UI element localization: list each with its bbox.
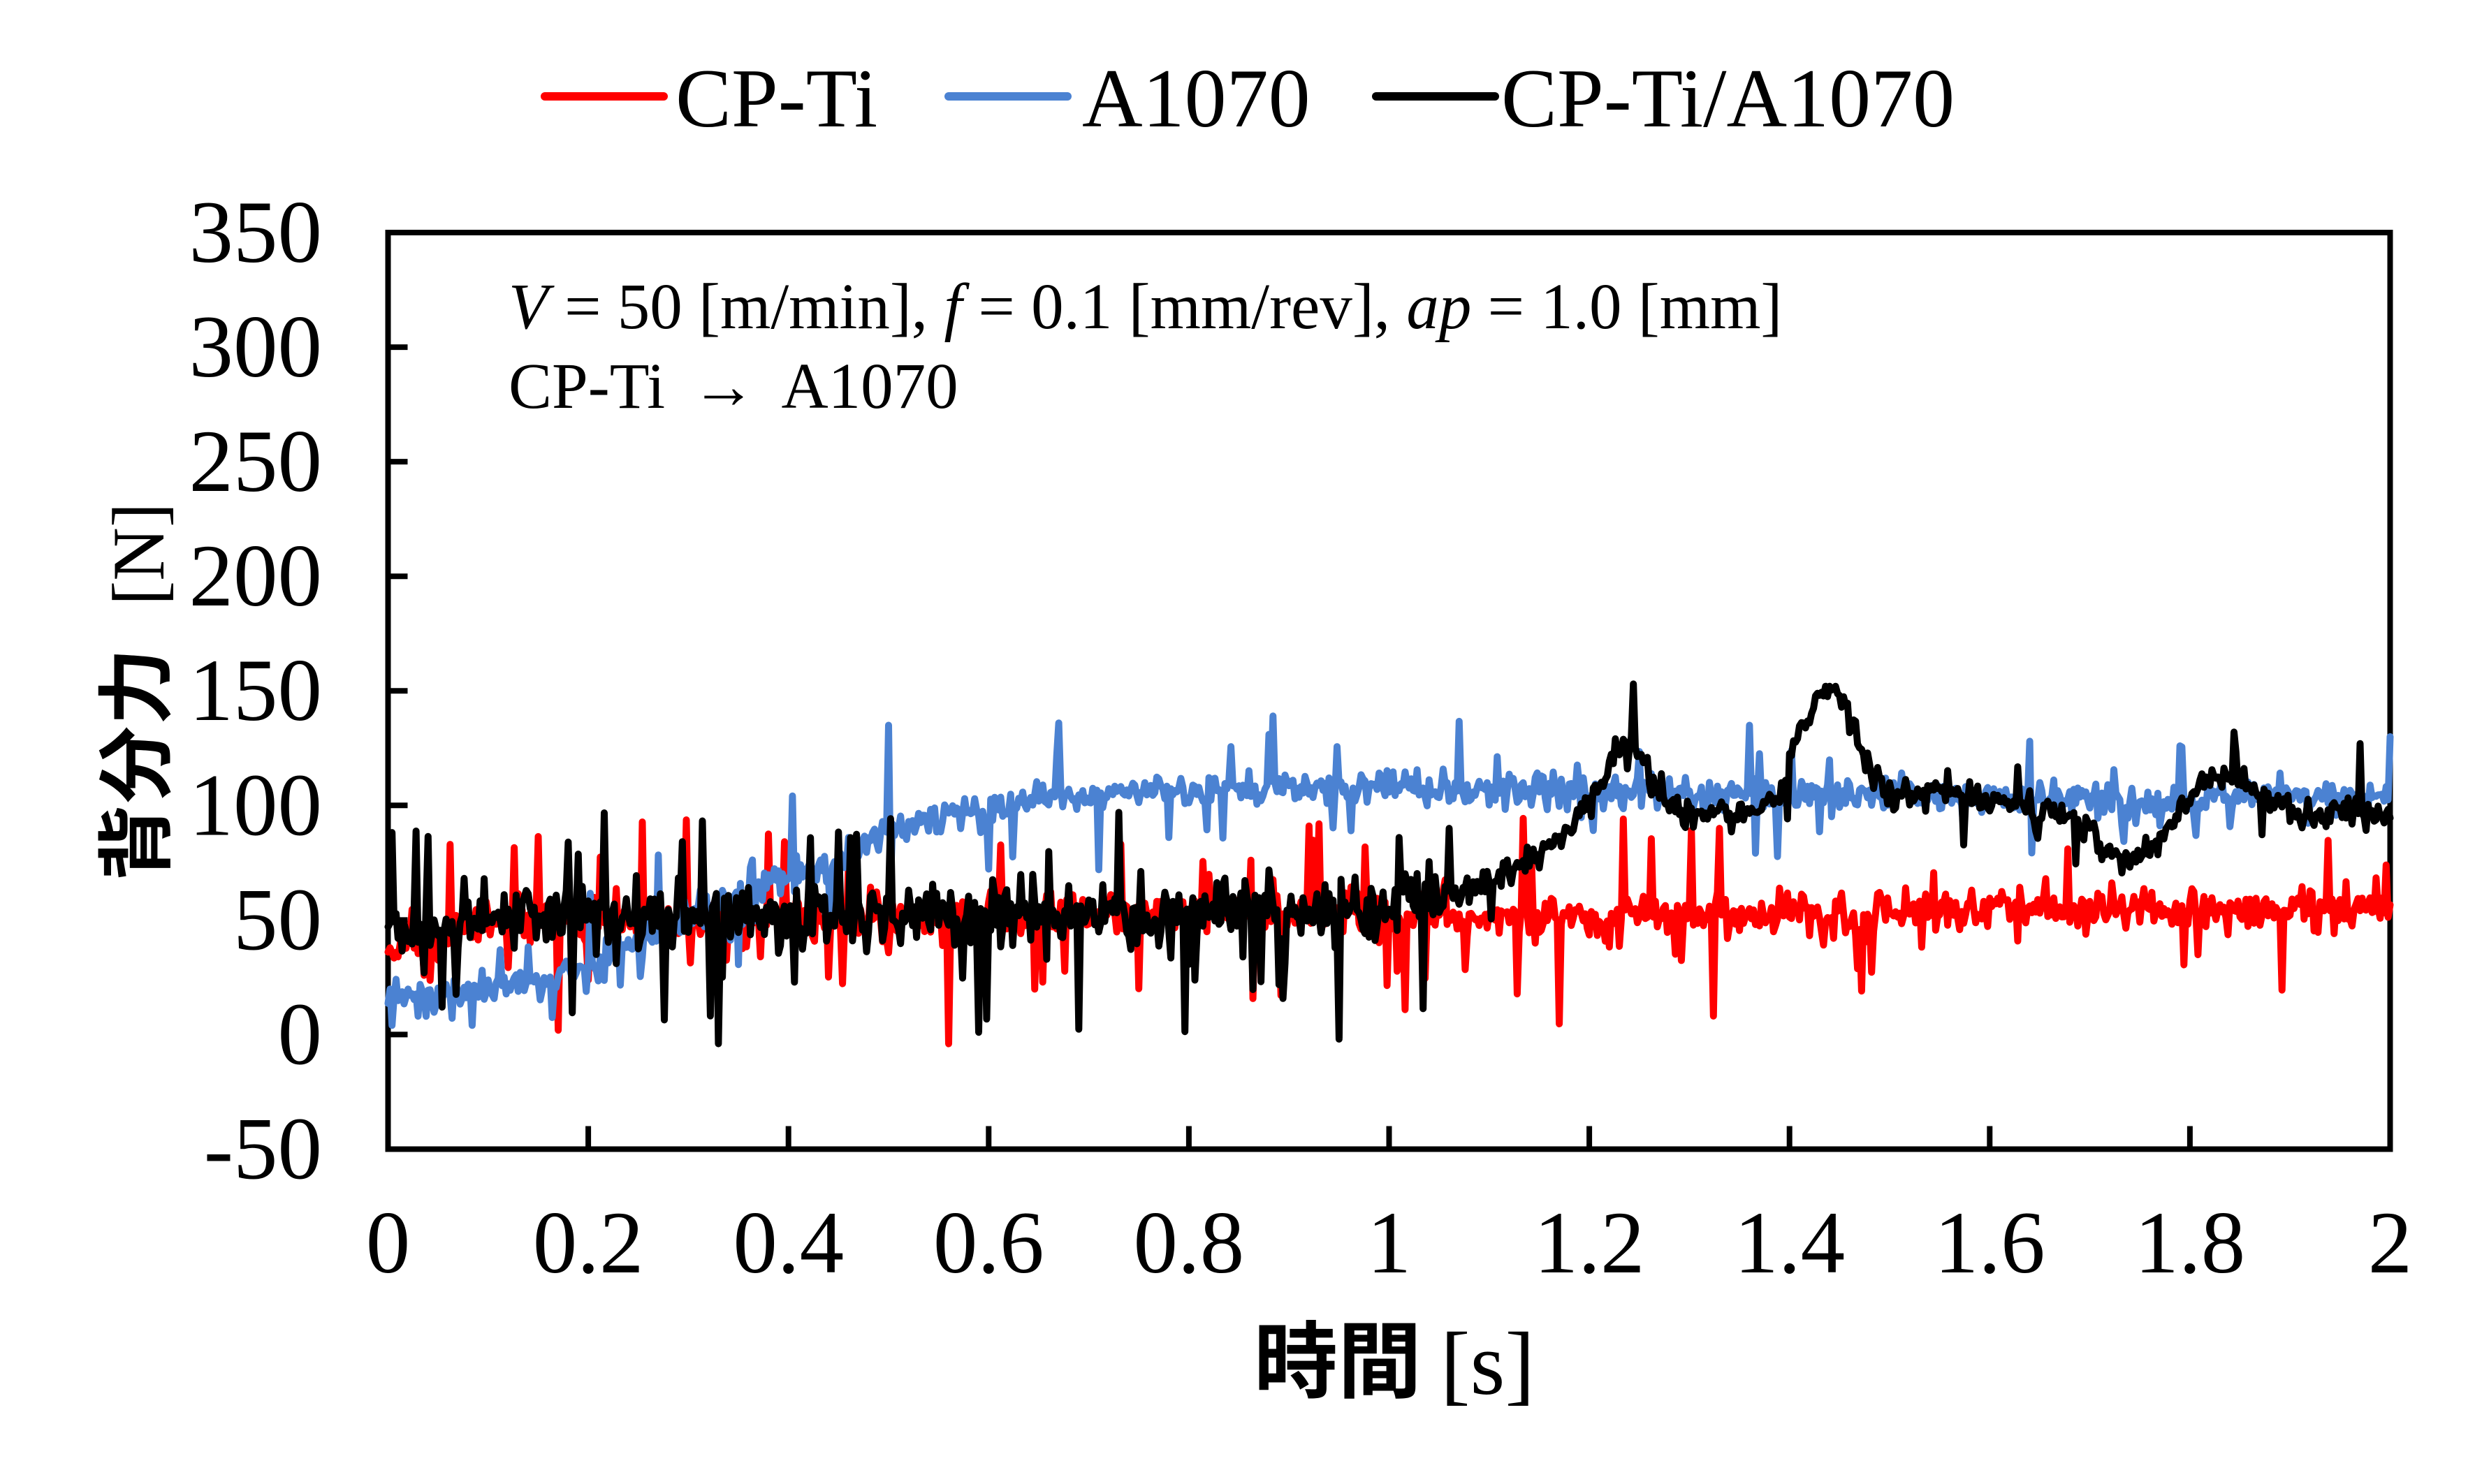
svg-text:0: 0 <box>278 985 323 1083</box>
svg-text:1.4: 1.4 <box>1734 1194 1845 1292</box>
svg-text:1.6: 1.6 <box>1934 1194 2045 1292</box>
svg-text:0.4: 0.4 <box>733 1194 844 1292</box>
svg-text:1.8: 1.8 <box>2135 1194 2246 1292</box>
svg-text:0.8: 0.8 <box>1134 1194 1245 1292</box>
svg-text:350: 350 <box>189 184 323 281</box>
svg-text:0.6: 0.6 <box>933 1194 1044 1292</box>
svg-text:0.2: 0.2 <box>533 1194 644 1292</box>
svg-text:300: 300 <box>189 298 323 396</box>
svg-text:250: 250 <box>189 413 323 510</box>
svg-text:0: 0 <box>366 1194 411 1292</box>
svg-text:1.2: 1.2 <box>1534 1194 1645 1292</box>
svg-text:1: 1 <box>1367 1194 1412 1292</box>
svg-text:[s]: [s] <box>1440 1314 1535 1413</box>
svg-text:CP-Ti: CP-Ti <box>676 52 877 145</box>
svg-text:-50: -50 <box>204 1101 322 1198</box>
svg-text:A1070: A1070 <box>1082 52 1310 145</box>
svg-text:2: 2 <box>2368 1194 2413 1292</box>
svg-text:150: 150 <box>189 642 323 740</box>
svg-text:V = 50 [m/min], f = 0.1 [mm/re: V = 50 [m/min], f = 0.1 [mm/rev], ap = 1… <box>509 271 1782 343</box>
svg-text:100: 100 <box>189 756 323 854</box>
svg-text:200: 200 <box>189 527 323 625</box>
svg-text:[N]: [N] <box>98 503 180 605</box>
svg-text:50: 50 <box>233 871 322 969</box>
svg-text:CP-Ti/A1070: CP-Ti/A1070 <box>1501 52 1955 145</box>
svg-text:CP-Ti → A1070: CP-Ti → A1070 <box>509 351 958 423</box>
